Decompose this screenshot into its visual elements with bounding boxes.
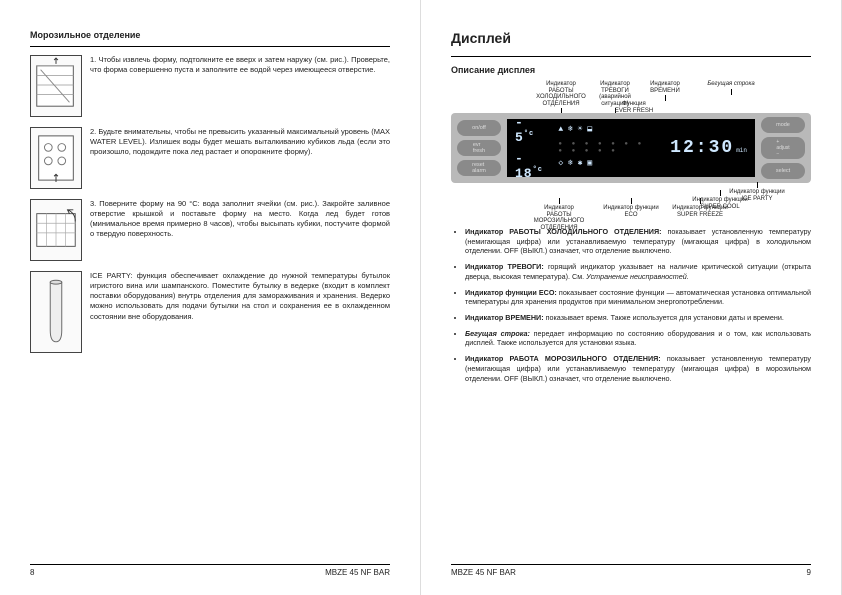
- onoff-button: on/off: [457, 120, 501, 136]
- step-row: 3. Поверните форму на 90 °С: вода заполн…: [30, 199, 390, 261]
- left-buttons: on/off evr fresh reset alarm: [457, 120, 501, 176]
- control-panel: on/off evr fresh reset alarm - 5°c - 18°…: [451, 113, 811, 183]
- step-row: 1. Чтобы извлечь форму, подтолкните ее в…: [30, 55, 390, 117]
- callout-label: Индикатор РАБОТЫ МОРОЗИЛЬНОГО ОТДЕЛЕНИЯ: [529, 197, 589, 231]
- divider: [30, 46, 390, 47]
- adjust-button: + adjust −: [761, 137, 805, 159]
- thumb-1: [30, 55, 82, 117]
- page-left: Морозильное отделение 1. Чтобы извлечь ф…: [0, 0, 421, 595]
- time-display: 12:30: [670, 138, 734, 158]
- page-number: 9: [807, 568, 811, 577]
- freezer-temp: - 18: [515, 151, 533, 181]
- bullet-item: Индикатор функции ECO: показывает состоя…: [465, 288, 811, 307]
- left-heading: Морозильное отделение: [30, 30, 390, 40]
- thumb-3: [30, 199, 82, 261]
- bullet-item: Индикатор РАБОТА МОРОЗИЛЬНОГО ОТДЕЛЕНИЯ:…: [465, 354, 811, 383]
- step-text: ICE PARTY: функция обеспечивает охлажден…: [90, 271, 390, 353]
- step-text: 2. Будьте внимательны, чтобы не превысит…: [90, 127, 390, 189]
- fridge-temp: - 5: [515, 115, 524, 145]
- thumb-2: [30, 127, 82, 189]
- bullet-item: Индикатор ВРЕМЕНИ: показывает время. Так…: [465, 313, 811, 323]
- everfresh-button: evr fresh: [457, 140, 501, 156]
- reset-button: reset alarm: [457, 160, 501, 176]
- callout-label: Бегущая строка: [701, 81, 761, 96]
- divider: [451, 56, 811, 57]
- model-code: MBZE 45 NF BAR: [325, 568, 390, 577]
- step-text: 1. Чтобы извлечь форму, подтолкните ее в…: [90, 55, 390, 117]
- callout-label: Индикатор функции SUPER COOL: [687, 189, 753, 210]
- right-title: Дисплей: [451, 30, 811, 46]
- bullet-item: Индикатор РАБОТЫ ХОЛОДИЛЬНОГО ОТДЕЛЕНИЯ:…: [465, 227, 811, 256]
- mode-button: mode: [761, 117, 805, 133]
- callout-label: Индикатор функции ECO: [601, 197, 661, 218]
- description-list: Индикатор РАБОТЫ ХОЛОДИЛЬНОГО ОТДЕЛЕНИЯ:…: [451, 227, 811, 383]
- bullet-item: Индикатор ТРЕВОГИ: горящий индикатор ука…: [465, 262, 811, 281]
- lcd-screen: - 5°c - 18°c ▲ ❄ ☀ ⬓ ● ● ● ● ● ● ● ● ● ●…: [507, 119, 755, 177]
- footer-right: MBZE 45 NF BAR 9: [451, 564, 811, 577]
- model-code: MBZE 45 NF BAR: [451, 568, 516, 577]
- right-buttons: mode + adjust − select: [761, 117, 805, 179]
- thumb-4: [30, 271, 82, 353]
- step-row: ICE PARTY: функция обеспечивает охлажден…: [30, 271, 390, 353]
- page-number: 8: [30, 568, 34, 577]
- page-right: Дисплей Описание дисплея Индикатор РАБОТ…: [421, 0, 842, 595]
- select-button: select: [761, 163, 805, 179]
- right-subtitle: Описание дисплея: [451, 65, 811, 75]
- callout-label: Индикатор ВРЕМЕНИ: [643, 81, 687, 102]
- status-icons: ▲ ❄ ☀ ⬓: [558, 124, 656, 134]
- display-diagram: Индикатор РАБОТЫ ХОЛОДИЛЬНОГО ОТДЕЛЕНИЯ И…: [451, 81, 811, 215]
- callout-label: Индикатор РАБОТЫ ХОЛОДИЛЬНОГО ОТДЕЛЕНИЯ: [533, 81, 589, 115]
- time-unit: min: [736, 147, 747, 154]
- footer-left: 8 MBZE 45 NF BAR: [30, 564, 390, 577]
- step-row: 2. Будьте внимательны, чтобы не превысит…: [30, 127, 390, 189]
- bullet-item: Бегущая строка: передает информацию по с…: [465, 329, 811, 348]
- step-text: 3. Поверните форму на 90 °С: вода заполн…: [90, 199, 390, 261]
